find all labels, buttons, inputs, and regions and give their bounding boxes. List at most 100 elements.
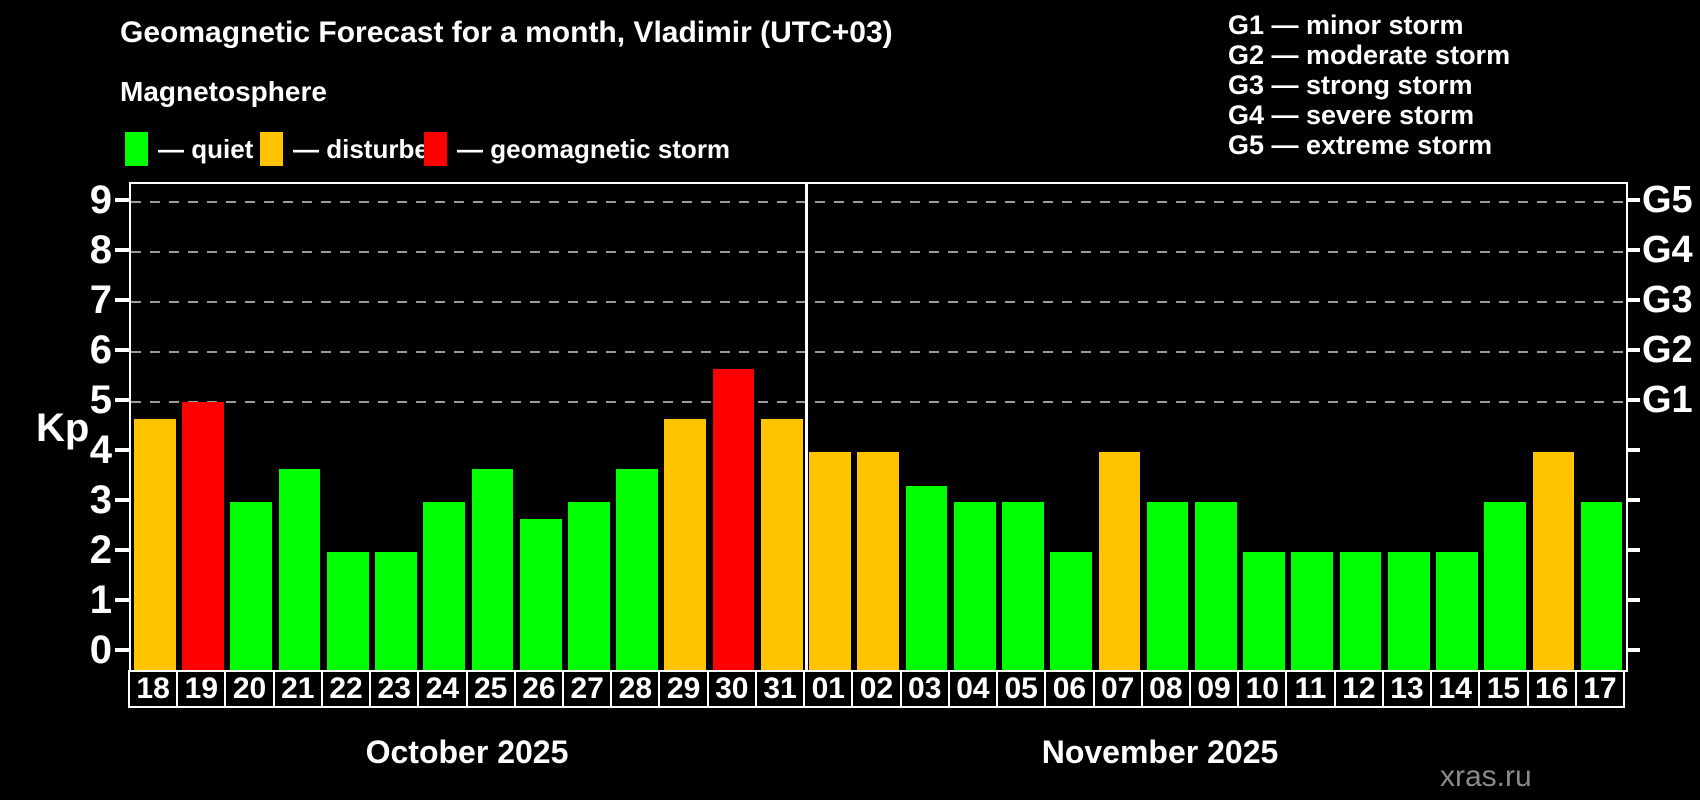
g4-legend-line: G4 — severe storm (1228, 100, 1475, 130)
day-label-27: 27 (562, 670, 613, 708)
g5-legend-line: G5 — extreme storm (1228, 130, 1493, 160)
kp-bar-day-13 (1387, 552, 1430, 670)
day-label-15: 15 (1478, 670, 1529, 708)
day-label-18: 18 (128, 670, 179, 708)
kp-bar-day-23 (375, 552, 417, 670)
legend-item-disturbed: — disturbed (260, 131, 445, 167)
right-axis-tick-8 (1626, 248, 1640, 252)
disturbed-color-swatch (260, 132, 283, 166)
legend-item-quiet: — quiet (125, 131, 253, 167)
day-label-09: 09 (1188, 670, 1240, 708)
right-axis-tick-3 (1626, 498, 1640, 502)
left-axis-tick-0 (115, 648, 129, 652)
left-axis-tick-2 (115, 548, 129, 552)
day-label-28: 28 (610, 670, 661, 708)
kp-tick-label-5: 5 (89, 378, 112, 422)
right-axis-tick-4 (1626, 448, 1640, 452)
kp-axis-title: Kp (36, 406, 90, 450)
gridline-kp9 (131, 201, 1626, 203)
day-label-14: 14 (1430, 670, 1481, 708)
day-label-19: 19 (176, 670, 227, 708)
kp-bar-day-31 (760, 418, 803, 670)
kp-bar-day-08 (1146, 502, 1189, 670)
magnetosphere-subtitle: Magnetosphere (120, 76, 327, 107)
gridline-kp7 (131, 301, 1626, 303)
right-axis-tick-5 (1626, 398, 1640, 402)
kp-bar-day-11 (1291, 552, 1334, 670)
g2-legend-line: G2 — moderate storm (1228, 40, 1511, 70)
legend-label-quiet: — quiet (158, 133, 254, 164)
left-axis-tick-5 (115, 398, 129, 402)
day-label-24: 24 (417, 670, 468, 708)
kp-bar-day-29 (664, 418, 707, 670)
day-label-31: 31 (754, 670, 806, 708)
kp-bar-day-14 (1436, 552, 1478, 670)
right-axis-tick-2 (1626, 548, 1640, 552)
day-label-29: 29 (658, 670, 709, 708)
day-label-07: 07 (1092, 670, 1143, 708)
kp-bar-day-01 (809, 452, 851, 670)
kp-tick-label-8: 8 (89, 228, 112, 272)
day-label-13: 13 (1381, 670, 1433, 708)
g-axis-label-g1: G1 (1642, 379, 1693, 421)
kp-bar-day-03 (905, 485, 948, 670)
g1-legend-line: G1 — minor storm (1228, 10, 1464, 40)
gridline-kp6 (131, 351, 1626, 353)
day-label-16: 16 (1526, 670, 1577, 708)
storm-color-swatch (424, 132, 447, 166)
month-label-november: November 2025 (1041, 734, 1279, 770)
kp-bar-day-27 (568, 502, 610, 670)
legend-label-disturbed: — disturbed (293, 133, 445, 164)
left-axis-tick-7 (115, 298, 129, 302)
day-label-30: 30 (706, 670, 757, 708)
kp-bar-day-24 (423, 502, 466, 670)
gridline-kp5 (131, 401, 1626, 403)
kp-bar-day-19 (182, 402, 224, 670)
left-axis-tick-8 (115, 248, 129, 252)
g-axis-label-g3: G3 (1642, 279, 1693, 321)
kp-bar-day-26 (519, 518, 562, 670)
day-label-21: 21 (272, 670, 323, 708)
kp-bar-day-04 (953, 502, 996, 670)
left-axis-tick-1 (115, 598, 129, 602)
legend-label-storm: — geomagnetic storm (457, 133, 731, 164)
left-axis-tick-6 (115, 348, 129, 352)
right-axis-tick-0 (1626, 648, 1640, 652)
kp-bar-day-28 (616, 468, 658, 670)
day-label-23: 23 (369, 670, 420, 708)
day-label-12: 12 (1333, 670, 1384, 708)
left-axis-tick-3 (115, 498, 129, 502)
g-scale-legend: G1 — minor storm G2 — moderate storm G3 … (1228, 10, 1510, 160)
left-axis-tick-9 (115, 198, 129, 202)
g-axis-label-g5: G5 (1642, 179, 1693, 221)
g-axis-label-g4: G4 (1642, 229, 1693, 271)
day-label-08: 08 (1140, 670, 1191, 708)
left-axis-tick-4 (115, 448, 129, 452)
plot-area (129, 182, 1628, 672)
right-axis-tick-6 (1626, 348, 1640, 352)
day-label-06: 06 (1044, 670, 1095, 708)
legend-item-storm: — geomagnetic storm (424, 131, 730, 167)
quiet-color-swatch (125, 132, 148, 166)
kp-tick-label-4: 4 (89, 428, 112, 472)
kp-bar-day-07 (1098, 452, 1141, 670)
kp-tick-label-2: 2 (89, 528, 112, 572)
day-label-11: 11 (1285, 670, 1336, 708)
day-label-01: 01 (803, 670, 854, 708)
kp-bar-day-12 (1339, 552, 1382, 670)
day-label-10: 10 (1237, 670, 1288, 708)
kp-tick-label-1: 1 (89, 578, 112, 622)
day-label-17: 17 (1574, 670, 1625, 708)
day-label-04: 04 (947, 670, 999, 708)
day-label-02: 02 (851, 670, 902, 708)
watermark: xras.ru (1440, 760, 1532, 793)
kp-bar-day-16 (1532, 452, 1575, 670)
right-axis-tick-9 (1626, 198, 1640, 202)
kp-bar-day-15 (1484, 502, 1527, 670)
kp-bar-day-18 (134, 418, 176, 670)
g3-legend-line: G3 — strong storm (1228, 70, 1473, 100)
day-label-20: 20 (224, 670, 275, 708)
kp-bar-day-30 (712, 368, 755, 670)
kp-tick-label-3: 3 (89, 478, 112, 522)
